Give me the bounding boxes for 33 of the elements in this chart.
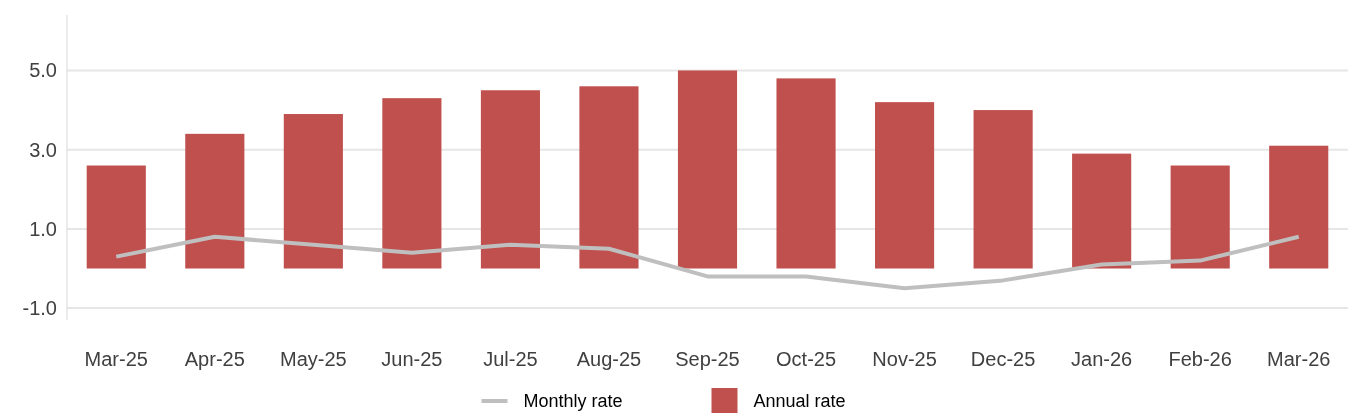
x-tick-label: Feb-26 bbox=[1168, 348, 1232, 370]
x-tick-label: May-25 bbox=[279, 348, 347, 370]
bar bbox=[283, 114, 343, 269]
x-tick-label: Mar-25 bbox=[84, 348, 148, 370]
y-tick-label: 5.0 bbox=[29, 59, 57, 82]
x-tick-label: Jan-26 bbox=[1071, 348, 1133, 370]
bar bbox=[973, 110, 1033, 269]
bar bbox=[480, 90, 540, 269]
y-tick-label: -1.0 bbox=[22, 297, 57, 320]
legend-label: Monthly rate bbox=[523, 391, 623, 412]
bar bbox=[1269, 145, 1329, 269]
x-tick-label: Sep-25 bbox=[675, 348, 740, 370]
x-tick-label: Oct-25 bbox=[776, 348, 837, 370]
x-tick-label: Dec-25 bbox=[970, 348, 1036, 370]
line-series bbox=[114, 234, 1301, 291]
bar bbox=[677, 70, 738, 269]
bar bbox=[185, 133, 245, 269]
bar bbox=[579, 86, 639, 269]
bar bbox=[875, 102, 935, 269]
x-tick-label: Aug-25 bbox=[576, 348, 642, 370]
bar bbox=[1072, 153, 1132, 269]
y-tick-label: 3.0 bbox=[29, 138, 57, 161]
x-tick-label: Apr-25 bbox=[184, 348, 245, 370]
bar bbox=[1170, 165, 1230, 269]
x-tick-label: Nov-25 bbox=[872, 348, 937, 370]
bar bbox=[776, 78, 836, 269]
x-tick-label: Jun-25 bbox=[381, 348, 443, 370]
legend-label: Annual rate bbox=[753, 391, 846, 412]
bar bbox=[382, 98, 442, 269]
y-tick-label: 1.0 bbox=[29, 217, 57, 240]
x-tick-label: Mar-26 bbox=[1267, 348, 1331, 370]
bar bbox=[86, 165, 146, 269]
x-tick-label: Jul-25 bbox=[483, 348, 538, 370]
